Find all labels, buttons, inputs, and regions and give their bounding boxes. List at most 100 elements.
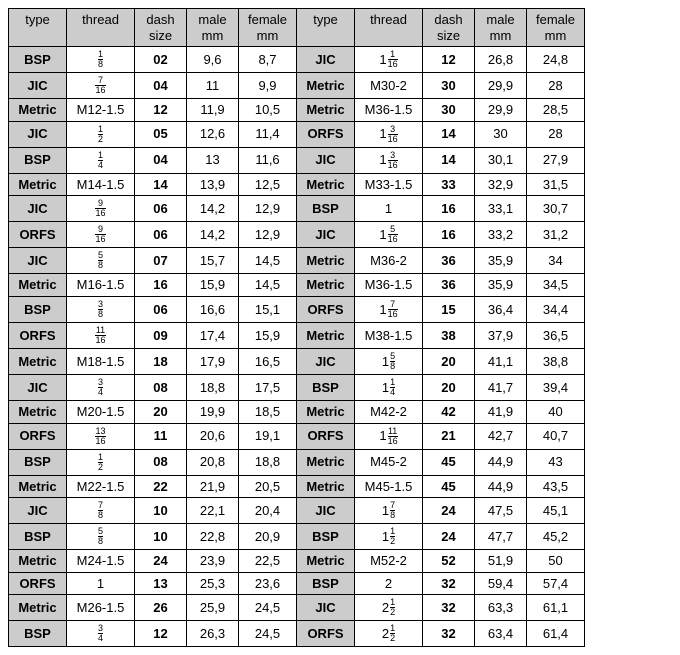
female-cell: 34,5 [527, 274, 585, 297]
type-cell: Metric [297, 73, 355, 99]
male-cell: 9,6 [187, 47, 239, 73]
male-cell: 47,5 [475, 498, 527, 524]
female-cell: 31,5 [527, 173, 585, 196]
fraction: 58 [98, 527, 103, 546]
male-cell: 23,9 [187, 550, 239, 573]
type-cell: Metric [9, 550, 67, 573]
male-cell: 21,9 [187, 475, 239, 498]
female-cell: 34,4 [527, 296, 585, 322]
thread-cell: 114 [355, 374, 423, 400]
male-cell: 20,6 [187, 423, 239, 449]
table-row: MetricM14-1.51413,912,5MetricM33-1.53332… [9, 173, 585, 196]
type-cell: Metric [297, 550, 355, 573]
type-cell: JIC [297, 47, 355, 73]
thread-cell: 112 [355, 524, 423, 550]
fraction-den: 2 [390, 633, 395, 643]
fraction-num: 9 [95, 199, 105, 208]
dash-cell: 45 [423, 449, 475, 475]
female-cell: 12,9 [239, 222, 297, 248]
female-cell: 27,9 [527, 147, 585, 173]
fraction: 1316 [379, 151, 397, 170]
fraction-num: 1 [390, 378, 395, 387]
thread-cell: 158 [355, 348, 423, 374]
thread-cell: 12 [67, 449, 135, 475]
thread-cell: M52-2 [355, 550, 423, 573]
fraction: 14 [98, 151, 103, 170]
fraction-den: 8 [98, 309, 103, 319]
table-row: JIC9160614,212,9BSP11633,130,7 [9, 196, 585, 222]
dash-cell: 08 [135, 374, 187, 400]
fraction-den: 8 [98, 536, 103, 546]
thread-cell: M42-2 [355, 400, 423, 423]
fraction-den: 16 [388, 59, 398, 69]
male-cell: 13,9 [187, 173, 239, 196]
female-cell: 15,9 [239, 322, 297, 348]
col-header-bot [301, 28, 350, 44]
fraction-num: 1 [98, 125, 103, 134]
fraction-den: 2 [390, 607, 395, 617]
fraction-whole: 1 [382, 503, 390, 519]
fraction-den: 2 [390, 536, 395, 546]
female-cell: 14,5 [239, 274, 297, 297]
thread-cell: M22-1.5 [67, 475, 135, 498]
dash-cell: 10 [135, 498, 187, 524]
female-cell: 19,1 [239, 423, 297, 449]
fraction-den: 8 [98, 59, 103, 69]
fraction-whole: 1 [379, 52, 387, 68]
fraction-den: 4 [98, 387, 103, 397]
thread-cell: 716 [67, 73, 135, 99]
thread-cell: 1 [67, 572, 135, 595]
fraction-num: 5 [390, 352, 395, 361]
type-cell: JIC [9, 196, 67, 222]
fraction-whole: 1 [379, 302, 387, 318]
thread-cell: M36-1.5 [355, 274, 423, 297]
type-cell: Metric [297, 274, 355, 297]
fraction: 1516 [379, 225, 397, 244]
dash-cell: 11 [135, 423, 187, 449]
male-cell: 12,6 [187, 121, 239, 147]
fraction-den: 16 [388, 134, 398, 144]
dash-cell: 04 [135, 73, 187, 99]
dash-cell: 20 [135, 400, 187, 423]
thread-cell: 14 [67, 147, 135, 173]
type-cell: ORFS [9, 423, 67, 449]
fraction: 212 [382, 598, 395, 617]
female-cell: 20,9 [239, 524, 297, 550]
dash-cell: 13 [135, 572, 187, 595]
male-cell: 18,8 [187, 374, 239, 400]
dash-cell: 32 [423, 572, 475, 595]
thread-cell: M26-1.5 [67, 595, 135, 621]
type-cell: BSP [9, 449, 67, 475]
fraction-whole: 1 [382, 529, 390, 545]
male-cell: 41,1 [475, 348, 527, 374]
fraction-num: 7 [388, 300, 398, 309]
col-header-bot [71, 28, 130, 44]
col-header-bot [13, 28, 62, 44]
type-cell: JIC [9, 374, 67, 400]
male-cell: 25,3 [187, 572, 239, 595]
dash-cell: 24 [423, 498, 475, 524]
fraction-den: 2 [98, 134, 103, 144]
male-cell: 26,8 [475, 47, 527, 73]
fraction-den: 16 [95, 335, 105, 345]
male-cell: 17,4 [187, 322, 239, 348]
table-row: BSP14041311,6JIC13161430,127,9 [9, 147, 585, 173]
table-row: BSP581022,820,9BSP1122447,745,2 [9, 524, 585, 550]
fraction-num: 1 [98, 453, 103, 462]
female-cell: 57,4 [527, 572, 585, 595]
thread-cell: M36-2 [355, 248, 423, 274]
thread-cell: 2 [355, 572, 423, 595]
female-cell: 31,2 [527, 222, 585, 248]
col-header: femalemm [527, 9, 585, 47]
col-header: malemm [187, 9, 239, 47]
fraction-whole: 2 [382, 600, 390, 616]
fraction-num: 3 [98, 300, 103, 309]
male-cell: 44,9 [475, 475, 527, 498]
table-row: MetricM24-1.52423,922,5MetricM52-25251,9… [9, 550, 585, 573]
table-row: JIC340818,817,5BSP1142041,739,4 [9, 374, 585, 400]
fraction-num: 3 [98, 378, 103, 387]
table-row: JIC120512,611,4ORFS1316143028 [9, 121, 585, 147]
table-row: MetricM20-1.52019,918,5MetricM42-24241,9… [9, 400, 585, 423]
fraction-num: 11 [388, 427, 398, 436]
fraction-den: 16 [95, 436, 105, 446]
